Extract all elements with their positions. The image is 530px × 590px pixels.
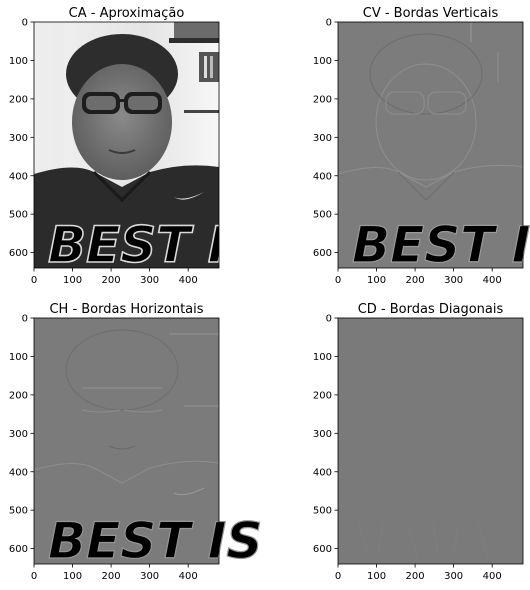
- panel-cd: CD - Bordas Diagonais 0 100 200 300 400 0 100…: [313, 302, 524, 582]
- panel-cv: BEST IS CV - Bordas Verticais 0 100 200 300…: [313, 6, 530, 286]
- y-tick-label: 500: [9, 506, 28, 517]
- x-axis: 0 100 200 300 400: [335, 268, 502, 286]
- image-cv: BEST IS: [337, 22, 530, 275]
- y-tick-label: 400: [9, 467, 28, 478]
- y-axis: 0 100 200 300 400 500 600: [9, 314, 34, 555]
- image-cd: [338, 318, 523, 564]
- x-axis: 0 100 200 300 400: [31, 268, 198, 286]
- x-tick-label: 100: [63, 571, 82, 582]
- y-tick-label: 600: [9, 248, 28, 259]
- y-tick-label: 600: [9, 544, 28, 555]
- y-tick-label: 500: [9, 210, 28, 221]
- chart-title: CH - Bordas Horizontais: [49, 302, 203, 317]
- y-tick-label: 0: [22, 314, 28, 325]
- chart-title: CD - Bordas Diagonais: [358, 302, 504, 317]
- x-tick-label: 400: [179, 571, 198, 582]
- shirt-text: BEST IS: [48, 216, 262, 274]
- x-tick-label: 300: [140, 275, 159, 286]
- x-tick-label: 200: [406, 571, 425, 582]
- x-tick-label: 0: [335, 275, 341, 286]
- y-tick-label: 500: [313, 506, 332, 517]
- chart-title: CA - Aproximação: [69, 6, 185, 21]
- x-tick-label: 100: [367, 571, 386, 582]
- y-tick-label: 0: [326, 18, 332, 29]
- x-tick-label: 200: [102, 275, 121, 286]
- y-tick-label: 300: [9, 429, 28, 440]
- x-tick-label: 300: [444, 571, 463, 582]
- y-tick-label: 0: [22, 18, 28, 29]
- image-ch: BEST IS: [33, 318, 263, 571]
- shirt-text-edges: BEST IS: [352, 216, 530, 274]
- y-tick-label: 100: [9, 56, 28, 67]
- x-tick-label: 400: [483, 275, 502, 286]
- y-tick-label: 100: [313, 56, 332, 67]
- x-tick-label: 300: [444, 275, 463, 286]
- x-tick-label: 100: [367, 275, 386, 286]
- y-tick-label: 300: [313, 429, 332, 440]
- y-tick-label: 100: [9, 352, 28, 363]
- y-tick-label: 500: [313, 210, 332, 221]
- x-tick-label: 400: [179, 275, 198, 286]
- x-tick-label: 0: [31, 275, 37, 286]
- shirt-text-edges: BEST IS: [48, 512, 262, 570]
- y-tick-label: 200: [313, 94, 332, 105]
- y-tick-label: 200: [9, 94, 28, 105]
- panel-ca: BEST IS CA - Aproximação 0 100 200 300 400 0…: [9, 6, 262, 286]
- y-tick-label: 300: [9, 133, 28, 144]
- y-tick-label: 400: [313, 467, 332, 478]
- y-axis: 0 100 200 300 400 500 600: [313, 314, 338, 555]
- y-axis: 0 100 200 300 400 500 600: [313, 18, 338, 259]
- x-tick-label: 0: [31, 571, 37, 582]
- x-axis: 0 100 200 300 400: [335, 564, 502, 582]
- chart-title: CV - Bordas Verticais: [363, 6, 499, 21]
- image-ca: BEST IS: [34, 22, 262, 274]
- x-tick-label: 200: [102, 571, 121, 582]
- x-tick-label: 400: [483, 571, 502, 582]
- y-tick-label: 100: [313, 352, 332, 363]
- y-tick-label: 600: [313, 248, 332, 259]
- x-axis: 0 100 200 300 400: [31, 564, 198, 582]
- y-tick-label: 400: [9, 171, 28, 182]
- x-tick-label: 0: [335, 571, 341, 582]
- x-tick-label: 300: [140, 571, 159, 582]
- y-tick-label: 200: [313, 390, 332, 401]
- y-tick-label: 400: [313, 171, 332, 182]
- x-tick-label: 100: [63, 275, 82, 286]
- y-tick-label: 200: [9, 390, 28, 401]
- x-tick-label: 200: [406, 275, 425, 286]
- y-tick-label: 0: [326, 314, 332, 325]
- y-tick-label: 600: [313, 544, 332, 555]
- y-axis: 0 100 200 300 400 500 600: [9, 18, 34, 259]
- panel-ch: BEST IS CH - Bordas Horizontais 0 100 200 3…: [9, 302, 263, 582]
- y-tick-label: 300: [313, 133, 332, 144]
